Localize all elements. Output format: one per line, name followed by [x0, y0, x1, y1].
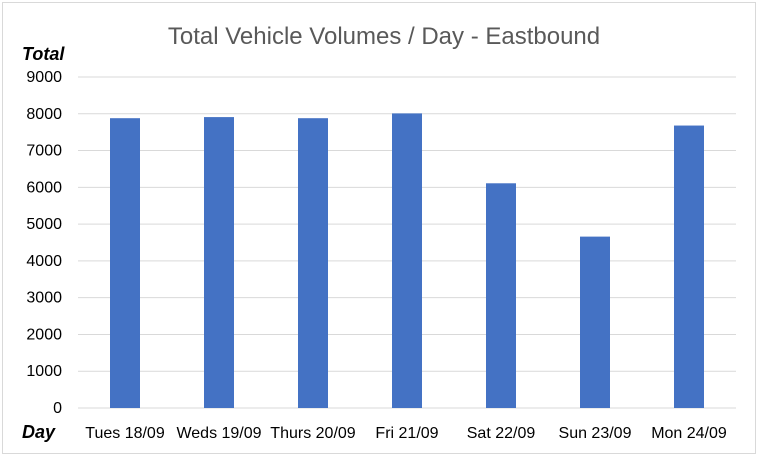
chart-title: Total Vehicle Volumes / Day - Eastbound [168, 23, 600, 50]
bars [110, 113, 704, 409]
x-tick-label: Tues 18/09 [85, 425, 165, 442]
y-tick-label: 4000 [26, 253, 62, 270]
bar [392, 113, 422, 408]
x-tick-label: Weds 19/09 [176, 425, 261, 442]
y-tick-label: 5000 [26, 216, 62, 233]
y-tick-label: 6000 [26, 179, 62, 196]
bar [298, 118, 328, 409]
bar [110, 118, 140, 409]
x-tick-labels: Tues 18/09 Weds 19/09 Thurs 20/09 Fri 21/09… [85, 425, 727, 442]
chart-frame [2, 2, 756, 454]
bar [674, 125, 704, 409]
y-tick-label: 3000 [26, 290, 62, 307]
y-tick-label: 1000 [26, 363, 62, 380]
y-tick-label: 0 [53, 400, 62, 417]
bar [486, 183, 516, 408]
x-tick-label: Thurs 20/09 [270, 425, 355, 442]
y-tick-labels: 0 1000 2000 3000 4000 5000 6000 7000 8000 9000 [26, 69, 62, 417]
y-tick-label: 9000 [26, 69, 62, 86]
y-tick-label: 2000 [26, 326, 62, 343]
y-axis-label: Total [22, 44, 65, 64]
y-tick-label: 8000 [26, 106, 62, 123]
x-tick-label: Mon 24/09 [651, 425, 727, 442]
y-tick-label: 7000 [26, 143, 62, 160]
bar [204, 117, 234, 409]
x-axis-label: Day [22, 422, 56, 442]
x-tick-label: Sun 23/09 [559, 425, 632, 442]
x-tick-label: Fri 21/09 [375, 425, 438, 442]
bar [580, 236, 610, 408]
x-tick-label: Sat 22/09 [467, 425, 536, 442]
